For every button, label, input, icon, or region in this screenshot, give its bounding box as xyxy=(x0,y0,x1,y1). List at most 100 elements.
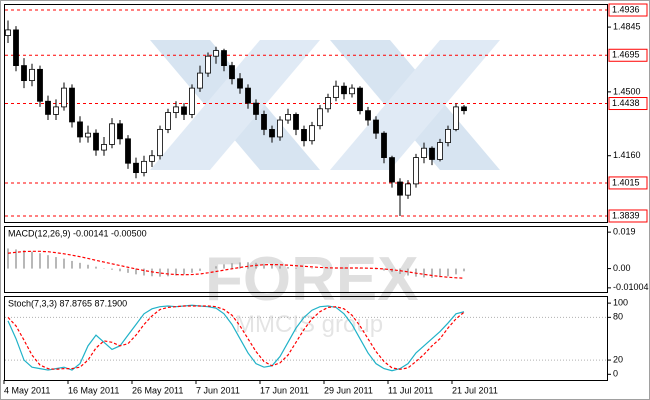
candle-body xyxy=(189,87,195,115)
level-label: 1.4438 xyxy=(612,98,640,108)
level-label-box xyxy=(608,176,648,190)
y-tick-label: 1.4500 xyxy=(613,86,641,96)
candle-body xyxy=(85,132,91,138)
candle-body xyxy=(133,162,139,174)
candle-body xyxy=(221,50,227,66)
panel-title: Stoch(7,3,3) 87.8765 87.1900 xyxy=(8,298,127,308)
candle-body xyxy=(109,123,115,145)
candle-body xyxy=(229,65,235,80)
watermark-group: MMCIS group xyxy=(235,311,383,338)
macd-panel xyxy=(4,226,608,293)
candle-body xyxy=(373,119,379,134)
candle-body xyxy=(245,87,251,104)
candle-body xyxy=(93,132,99,151)
candle-body xyxy=(165,112,171,130)
y-tick-label: 1.4160 xyxy=(613,150,641,160)
level-label: 1.3839 xyxy=(612,210,640,220)
candle-body xyxy=(333,85,339,98)
x-tick-label: 17 Jun 2011 xyxy=(260,385,309,395)
stoch-line xyxy=(7,304,465,372)
candle-body xyxy=(277,119,283,138)
x-tick-label: 7 Jun 2011 xyxy=(196,385,240,395)
candle-body xyxy=(253,102,259,115)
candle-body xyxy=(237,78,243,89)
candle-body xyxy=(29,68,35,82)
y-tick-label: -0.01004 xyxy=(613,282,649,292)
stoch-line xyxy=(7,305,465,370)
watermark-x xyxy=(330,40,500,170)
signal-line xyxy=(7,250,465,279)
level-label-box xyxy=(608,97,648,111)
y-tick-label: 1.4845 xyxy=(613,21,641,31)
candle-body xyxy=(125,138,131,164)
candle-body xyxy=(453,106,459,130)
watermark xyxy=(150,40,500,170)
candle-body xyxy=(429,147,435,160)
y-tick-label: 100 xyxy=(613,297,628,307)
candle-body xyxy=(381,132,387,158)
candle-body xyxy=(45,100,51,115)
candle-body xyxy=(13,29,19,66)
x-tick-label: 26 May 2011 xyxy=(132,385,183,395)
candle-body xyxy=(213,50,219,57)
candle-body xyxy=(461,106,467,112)
x-tick-label: 21 Jul 2011 xyxy=(452,385,498,395)
candle-body xyxy=(317,108,323,127)
panel-title: MACD(12,26,9) -0.00141 -0.00500 xyxy=(8,228,147,238)
candle-body xyxy=(21,65,27,82)
candle-body xyxy=(117,123,123,140)
candle-body xyxy=(389,157,395,183)
y-tick-label: 0.00 xyxy=(613,263,631,273)
candle-body xyxy=(269,129,275,138)
x-tick-label: 11 Jul 2011 xyxy=(388,385,433,395)
watermark-x xyxy=(330,40,500,170)
watermark-x xyxy=(150,40,320,170)
level-label: 1.4936 xyxy=(612,4,640,14)
price-panel xyxy=(4,4,608,223)
candle-body xyxy=(365,110,371,121)
candle-body xyxy=(157,129,163,157)
candle-body xyxy=(181,106,187,115)
candle-body xyxy=(293,114,299,130)
candle-body xyxy=(309,125,315,142)
candle-body xyxy=(421,147,427,158)
candle-body xyxy=(349,87,355,95)
candle-body xyxy=(285,114,291,121)
candle-body xyxy=(197,72,203,89)
candle-body xyxy=(173,106,179,113)
candle-body xyxy=(437,142,443,160)
candle-body xyxy=(69,87,75,123)
y-tick-label: 80 xyxy=(613,312,623,322)
candle-body xyxy=(77,121,83,138)
y-tick-label: 0 xyxy=(613,369,618,379)
level-label-box xyxy=(608,3,648,17)
level-label: 1.4695 xyxy=(612,50,640,60)
candle-body xyxy=(357,87,363,112)
candle-body xyxy=(5,29,11,36)
level-label: 1.4015 xyxy=(612,177,640,187)
candle-body xyxy=(37,68,43,102)
level-label-box xyxy=(608,209,648,223)
candle-body xyxy=(61,87,67,108)
x-tick-label: 29 Jun 2011 xyxy=(324,385,373,395)
candle-body xyxy=(53,106,59,115)
y-tick-label: 0.019 xyxy=(613,227,636,237)
x-tick-label: 4 May 2011 xyxy=(4,385,50,395)
candle-body xyxy=(325,97,331,110)
candle-body xyxy=(397,181,403,196)
candle-body xyxy=(405,183,411,196)
y-tick-label: 20 xyxy=(613,354,623,364)
level-label-box xyxy=(608,48,648,62)
candle-body xyxy=(149,155,155,162)
candle-body xyxy=(413,157,419,185)
candle-body xyxy=(341,85,347,95)
candle-body xyxy=(205,55,211,74)
watermark-x xyxy=(150,40,320,170)
candle-body xyxy=(141,160,147,174)
watermark-brand: FOREX xyxy=(205,245,419,314)
candle-body xyxy=(261,114,267,130)
candle-body xyxy=(301,129,307,142)
stoch-panel xyxy=(4,296,608,381)
